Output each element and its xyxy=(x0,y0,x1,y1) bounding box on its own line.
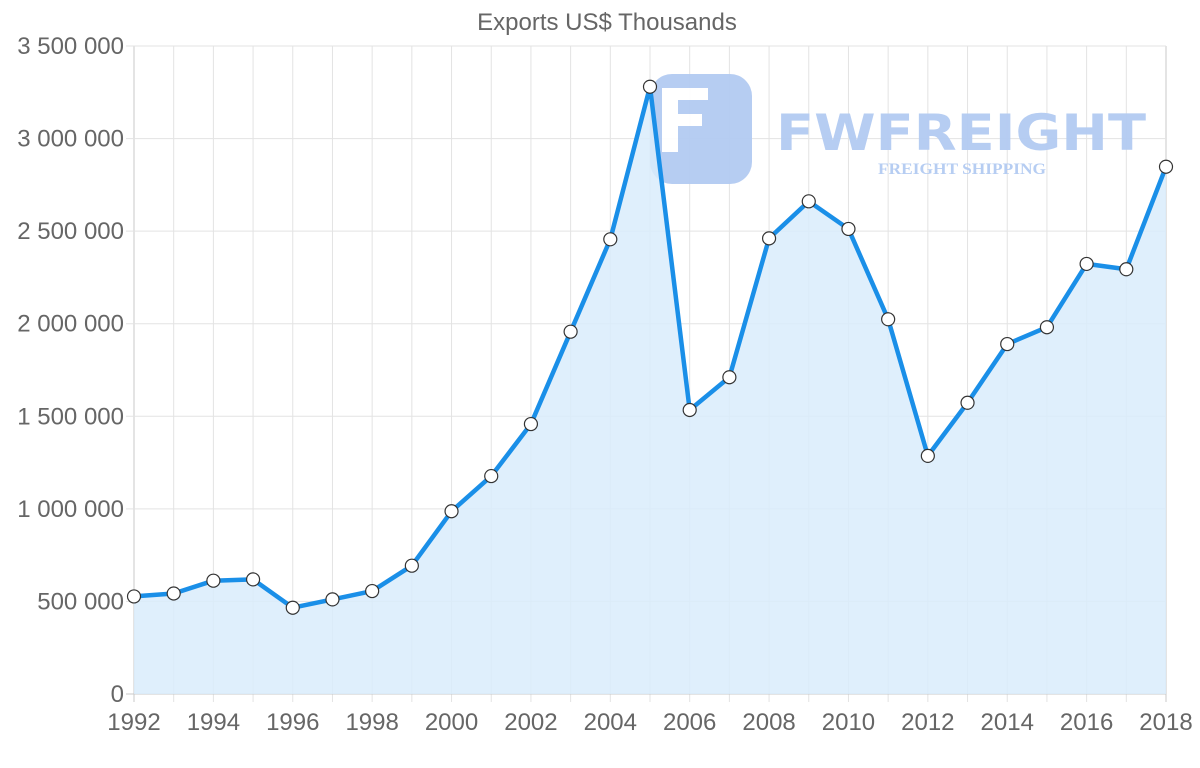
data-point[interactable] xyxy=(126,589,142,604)
y-tick-label: 1 500 000 xyxy=(17,403,124,430)
data-point[interactable] xyxy=(285,600,300,615)
data-point[interactable] xyxy=(365,583,380,599)
chart-title: Exports US$ Thousands xyxy=(477,9,737,36)
data-point[interactable] xyxy=(881,312,896,327)
data-point[interactable] xyxy=(245,572,261,587)
y-tick-label: 3 500 000 xyxy=(17,33,124,60)
data-point[interactable] xyxy=(325,592,340,607)
data-point[interactable] xyxy=(801,194,816,209)
x-tick-label: 1994 xyxy=(187,709,240,736)
data-point[interactable] xyxy=(1119,262,1134,277)
y-tick-label: 2 500 000 xyxy=(17,218,124,245)
x-tick-label: 2006 xyxy=(663,709,716,736)
data-point[interactable] xyxy=(404,558,419,573)
data-point[interactable] xyxy=(722,370,737,385)
data-point[interactable] xyxy=(920,448,935,464)
watermark: FWFREIGHT FREIGHT SHIPPING xyxy=(650,74,1146,184)
y-axis: 0 500 000 1 000 000 1 500 000 2 000 000 2 500… xyxy=(17,33,124,708)
x-tick-label: 2014 xyxy=(981,709,1034,736)
x-tick-label: 2016 xyxy=(1060,709,1113,736)
data-point[interactable] xyxy=(206,573,221,588)
data-point[interactable] xyxy=(1039,320,1055,335)
x-tick-label: 1992 xyxy=(107,709,160,736)
x-axis: 1992 1994 1996 1998 2000 2002 2004 2006 2008 2010… xyxy=(107,709,1192,736)
x-tick-label: 1996 xyxy=(266,709,319,736)
data-point[interactable] xyxy=(603,232,618,247)
y-tick-label: 3 000 000 xyxy=(17,126,124,153)
data-point[interactable] xyxy=(563,324,578,339)
data-point[interactable] xyxy=(523,416,539,432)
x-tick-label: 2004 xyxy=(584,709,637,736)
x-tick-label: 2010 xyxy=(822,709,875,736)
x-tick-label: 1998 xyxy=(345,709,398,736)
x-tick-label: 2000 xyxy=(425,709,478,736)
data-point[interactable] xyxy=(642,79,658,94)
area-fill xyxy=(134,86,1166,694)
watermark-tagline: FREIGHT SHIPPING xyxy=(878,161,1047,178)
data-point[interactable] xyxy=(960,395,975,410)
data-point[interactable] xyxy=(1158,159,1174,174)
y-tick-label: 1 000 000 xyxy=(17,496,124,523)
data-points xyxy=(126,79,1174,615)
x-tick-label: 2002 xyxy=(504,709,557,736)
x-tick-label: 2008 xyxy=(742,709,795,736)
data-point[interactable] xyxy=(484,468,499,484)
f-logo-icon xyxy=(650,74,752,184)
y-tick-label: 0 xyxy=(111,681,124,708)
data-point[interactable] xyxy=(166,586,181,601)
data-point[interactable] xyxy=(841,221,856,237)
data-point[interactable] xyxy=(1000,336,1015,352)
y-tick-label: 500 000 xyxy=(37,588,124,615)
y-tick-label: 2 000 000 xyxy=(17,311,124,338)
watermark-brand: FWFREIGHT xyxy=(776,104,1146,162)
data-point[interactable] xyxy=(1079,256,1094,272)
data-point[interactable] xyxy=(761,231,777,246)
data-point[interactable] xyxy=(444,504,459,519)
x-tick-label: 2012 xyxy=(901,709,954,736)
data-point[interactable] xyxy=(682,402,697,418)
x-tick-label: 2018 xyxy=(1139,709,1192,736)
